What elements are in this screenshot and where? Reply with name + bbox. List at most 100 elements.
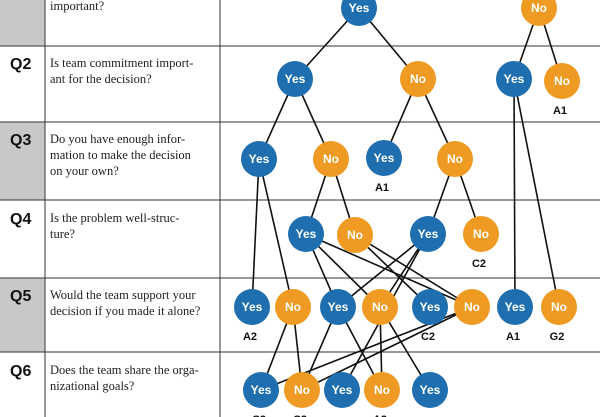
decision-node-no: No A1 <box>544 63 580 117</box>
node-circle <box>320 289 356 325</box>
tree-edge <box>354 234 473 308</box>
node-circle <box>541 289 577 325</box>
question-id-cell-shade <box>0 0 45 46</box>
outcome-label: A2 <box>373 414 387 417</box>
decision-node-no: No <box>454 289 490 325</box>
decision-node-no: No C2 <box>284 372 320 417</box>
tree-edge <box>301 306 473 391</box>
node-label: Yes <box>251 383 272 397</box>
decision-node-yes: Yes <box>320 289 356 325</box>
decision-node-yes: Yes C2 <box>412 289 448 343</box>
decision-node-yes: Yes <box>412 372 448 408</box>
question-id: Q6 <box>10 363 31 380</box>
question-text-line: important? <box>50 0 105 13</box>
question-text-line: on your own? <box>50 164 119 178</box>
node-label: Yes <box>418 227 439 241</box>
node-label: Yes <box>505 300 526 314</box>
question-row: Q3 Do you have enough infor-mation to mak… <box>10 132 192 178</box>
node-label: No <box>554 74 570 88</box>
node-label: No <box>551 300 567 314</box>
node-circle <box>544 63 580 99</box>
node-circle <box>362 289 398 325</box>
node-label: Yes <box>420 300 441 314</box>
question-text-line: mation to make the decision <box>50 148 192 162</box>
decision-node-no: No C2 <box>463 216 499 270</box>
node-circle <box>337 217 373 253</box>
tree-edge <box>513 78 560 308</box>
decision-node-yes: Yes <box>496 61 532 97</box>
node-label: Yes <box>504 72 525 86</box>
node-label: No <box>347 228 363 242</box>
question-text-line: ant for the decision? <box>50 72 152 86</box>
tree-edge <box>513 78 516 308</box>
node-circle <box>275 289 311 325</box>
node-circle <box>410 216 446 252</box>
node-label: No <box>374 383 390 397</box>
question-text-line: decision if you made it alone? <box>50 304 201 318</box>
node-circle <box>400 61 436 97</box>
question-text-line: ture? <box>50 227 75 241</box>
node-label: Yes <box>332 383 353 397</box>
node-label: Yes <box>296 227 317 241</box>
outcome-label: C2 <box>293 414 307 417</box>
question-row: Q2 Is team commitment import-ant for the … <box>10 56 193 86</box>
node-circle <box>284 372 320 408</box>
outcome-label: A2 <box>243 331 257 343</box>
decision-node-no: No <box>400 61 436 97</box>
decision-node-yes: Yes C2 <box>243 372 279 417</box>
node-label: No <box>531 1 547 15</box>
node-circle <box>313 141 349 177</box>
node-circle <box>366 140 402 176</box>
node-circle <box>412 289 448 325</box>
question-text-line: Do you have enough infor- <box>50 132 185 146</box>
question-id: Q4 <box>10 211 31 228</box>
decision-node-no: No <box>521 0 557 26</box>
question-row: important? <box>50 0 105 13</box>
question-id-cell-shade <box>0 278 45 352</box>
node-circle <box>234 289 270 325</box>
tree-edge <box>337 233 429 308</box>
node-circle <box>497 289 533 325</box>
node-circle <box>324 372 360 408</box>
outcome-label: G2 <box>550 331 565 343</box>
node-circle <box>241 141 277 177</box>
tree-edge <box>305 233 473 308</box>
node-circle <box>454 289 490 325</box>
node-label: No <box>447 152 463 166</box>
node-label: Yes <box>285 72 306 86</box>
node-label: Yes <box>328 300 349 314</box>
node-circle <box>341 0 377 26</box>
decision-node-no: No <box>437 141 473 177</box>
question-text-column: important? Q2 Is team commitment import-an… <box>10 0 201 393</box>
decision-node-yes: Yes <box>324 372 360 408</box>
tree-edge <box>251 158 260 308</box>
node-label: No <box>372 300 388 314</box>
question-id: Q2 <box>10 56 31 73</box>
decision-node-no: No <box>313 141 349 177</box>
decision-node-yes: Yes <box>341 0 377 26</box>
decision-node-yes: Yes <box>410 216 446 252</box>
node-circle <box>364 372 400 408</box>
node-label: Yes <box>374 151 395 165</box>
question-row: Q4 Is the problem well-struc-ture? <box>10 211 179 241</box>
node-label: No <box>410 72 426 86</box>
node-label: No <box>473 227 489 241</box>
question-text-line: nizational goals? <box>50 379 135 393</box>
question-text-line: Is the problem well-struc- <box>50 211 179 225</box>
node-label: Yes <box>420 383 441 397</box>
node-circle <box>412 372 448 408</box>
question-id: Q5 <box>10 288 31 305</box>
decision-node-no: No A2 <box>364 372 400 417</box>
node-circle <box>243 372 279 408</box>
decision-node-no: No <box>275 289 311 325</box>
question-row: Q6 Does the team share the orga-nizationa… <box>10 363 199 393</box>
tree-edge <box>258 158 294 308</box>
node-label: Yes <box>249 152 270 166</box>
decision-node-yes: Yes A1 <box>366 140 402 194</box>
tree-nodes: Yes No Yes No Yes No A1 Yes No Yes A1 No Yes No Yes No C… <box>234 0 580 417</box>
decision-node-yes: Yes <box>288 216 324 252</box>
decision-node-yes: Yes A1 <box>497 289 533 343</box>
node-circle <box>437 141 473 177</box>
